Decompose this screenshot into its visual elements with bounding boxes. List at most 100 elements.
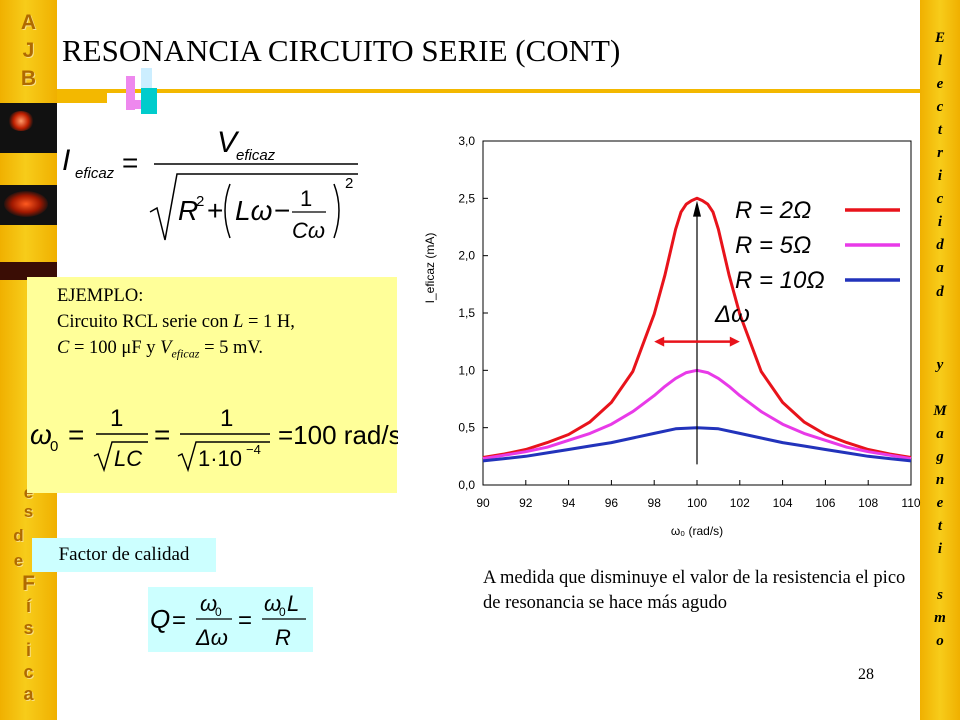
svg-text:0: 0 [215, 605, 222, 619]
sidebar-letter: g [936, 449, 944, 465]
y-axis-label: I_eficaz (mA) [423, 233, 437, 304]
x-tick-label: 108 [858, 496, 878, 510]
title-underline [57, 89, 920, 93]
delta-omega-label: Δω [714, 301, 750, 328]
svg-text:L: L [287, 591, 299, 616]
sidebar-letter: c [936, 99, 944, 115]
caption-text: A medida que disminuye el valor de la re… [483, 568, 906, 613]
chart-labels: ω₀ (rad/s) I_eficaz (mA) [423, 233, 723, 538]
svg-text:R: R [178, 195, 198, 226]
legend-label: R = 2Ω [735, 197, 811, 224]
sidebar-letter: a [23, 684, 34, 704]
y-tick-label: 1,0 [458, 363, 475, 377]
sidebar-letter: d [13, 526, 24, 545]
svg-text:=: = [238, 607, 252, 634]
svg-text:0: 0 [50, 438, 58, 455]
sidebar-letter: t [937, 518, 943, 534]
chart-axes: 90 92 94 96 98 100 102 104 106 108 110 0,0 0,5 1,0 1,5… [458, 134, 921, 510]
current-symbol: I [62, 144, 70, 177]
svg-text:+: + [207, 195, 223, 226]
sidebar-letter: i [937, 214, 943, 230]
sidebar-letter: J [22, 39, 35, 62]
example-heading: EJEMPLO: [57, 286, 144, 306]
resonance-chart: 90 92 94 96 98 100 102 104 106 108 110 0,0 0,5 1,0 1,5… [423, 134, 921, 538]
svg-text:Lω: Lω [235, 195, 272, 226]
sidebar-letter: y [936, 357, 944, 373]
page-title: RESONANCIA CIRCUITO SERIE (CONT) [62, 33, 621, 68]
legend-label: R = 10Ω [735, 267, 825, 294]
svg-text:1: 1 [110, 405, 123, 432]
y-tick-label: 3,0 [458, 134, 475, 148]
fraction-one: 1 [300, 186, 312, 211]
sidebar-letter: s [23, 618, 34, 638]
right-sidebar [920, 0, 960, 720]
svg-text:Cω: Cω [292, 218, 325, 243]
chart-legend: R = 2Ω R = 5Ω R = 10Ω [735, 197, 900, 294]
svg-text:ω: ω [264, 591, 281, 616]
legend-label: R = 5Ω [735, 232, 811, 259]
quality-factor-label: Factor de calidad [32, 538, 216, 572]
resonance-marker-arrow [693, 200, 701, 217]
x-tick-label: 102 [730, 496, 750, 510]
x-tick-label: 100 [687, 496, 707, 510]
voltage-subscript: eficaz [236, 147, 276, 164]
exponent: 2 [345, 175, 353, 192]
sidebar-letter: a [936, 426, 944, 442]
sidebar-letter: A [20, 11, 37, 34]
series-line-R2 [482, 196, 912, 459]
y-tick-label: 0,0 [458, 478, 475, 492]
current-formula: I eficaz = V eficaz R 2 + Lω − 1 Cω 2 [62, 120, 362, 250]
sidebar-photo-3 [0, 262, 57, 280]
svg-text:=: = [172, 607, 186, 634]
sidebar-letter: s [23, 502, 34, 521]
decor-bar [141, 88, 157, 114]
sidebar-letter: c [23, 662, 34, 682]
current-subscript: eficaz [75, 165, 115, 182]
page-number: 28 [858, 666, 874, 683]
svg-text:=: = [154, 419, 170, 450]
svg-text:=100 rad/s: =100 rad/s [278, 420, 398, 450]
sidebar-letter: M [933, 403, 947, 419]
quality-formula: Q = ω 0 Δω = ω 0 L R [148, 587, 313, 652]
x-tick-label: 110 [901, 496, 920, 510]
sidebar-letter: B [20, 67, 37, 90]
sidebar-letter: d [936, 237, 944, 253]
delta-omega-arrowhead-left [654, 336, 665, 347]
x-tick-label: 98 [648, 496, 662, 510]
y-tick-label: 2,5 [458, 191, 475, 205]
y-tick-label: 0,5 [458, 421, 475, 435]
x-axis-label: ω₀ (rad/s) [671, 524, 723, 538]
sidebar-letter: i [937, 168, 943, 184]
sidebar-letter: t [937, 122, 943, 138]
svg-text:1: 1 [220, 405, 233, 432]
sidebar-letter: l [937, 53, 943, 69]
sidebar-letter: m [934, 610, 946, 626]
sidebar-letter: e [13, 551, 24, 570]
decor-bar [126, 76, 135, 110]
svg-text:0: 0 [279, 605, 286, 619]
svg-text:ω: ω [200, 591, 217, 616]
omega-formula: ω 0 = 1 LC = 1 1·10 −4 =100 rad/s [30, 396, 402, 476]
sidebar-letter: c [936, 191, 944, 207]
sidebar-letter: d [936, 284, 944, 300]
decor-bar [57, 93, 107, 103]
sidebar-photo-1 [0, 103, 57, 153]
svg-text:=: = [122, 147, 138, 178]
svg-text:R: R [275, 625, 291, 650]
example-line-1: Circuito RCL serie con L = 1 H, [57, 312, 295, 332]
voltage-symbol: V [217, 126, 240, 159]
example-text: EJEMPLO: Circuito RCL serie con L = 1 H,… [57, 283, 295, 367]
sidebar-letter: F [22, 572, 35, 595]
sidebar-letter: E [934, 30, 945, 46]
x-tick-label: 92 [519, 496, 533, 510]
sidebar-letter: e [936, 495, 944, 511]
sidebar-letter: r [937, 145, 943, 161]
chart-annotation: Δω [654, 200, 750, 465]
svg-text:−: − [274, 195, 290, 226]
svg-text:Δω: Δω [195, 625, 228, 650]
y-tick-label: 2,0 [458, 249, 475, 263]
decor-bar [126, 100, 146, 109]
x-tick-label: 90 [476, 496, 490, 510]
svg-text:ω: ω [30, 419, 52, 450]
decor-bar [141, 68, 152, 88]
